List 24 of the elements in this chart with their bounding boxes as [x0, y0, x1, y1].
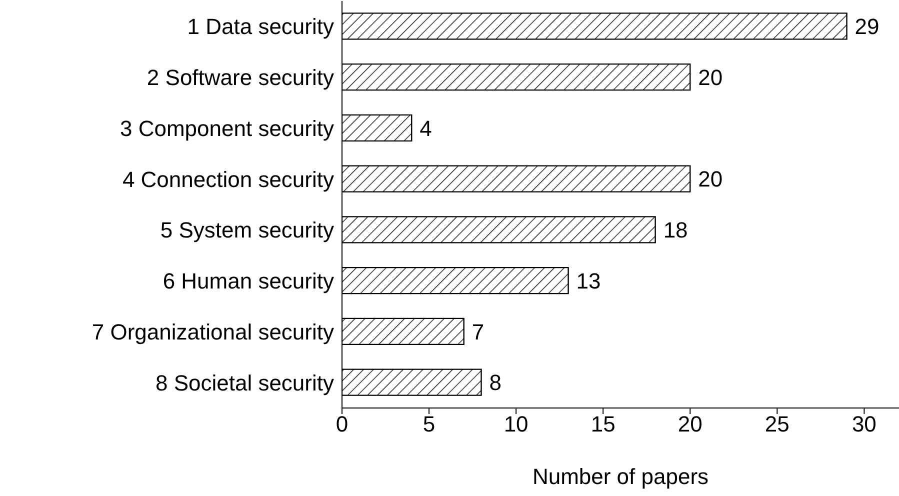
y-tick-label: 2 Software security — [146, 65, 334, 90]
x-tick-label: 0 — [336, 412, 348, 437]
data-label: 20 — [698, 166, 723, 192]
y-tick-label: 7 Organizational security — [92, 319, 334, 344]
x-tick-label: 25 — [764, 412, 790, 437]
data-label: 29 — [854, 14, 880, 40]
x-tick-label: 5 — [422, 412, 436, 437]
y-tick-label: 4 Connection security — [122, 166, 334, 192]
data-label: 13 — [576, 268, 601, 294]
x-tick-label: 30 — [852, 412, 876, 437]
x-tick-label: 20 — [678, 412, 702, 437]
x-axis-title: Number of papers — [532, 464, 709, 489]
x-tick-label: 10 — [504, 412, 528, 437]
data-label: 4 — [420, 116, 432, 141]
y-tick-label: 6 Human security — [162, 268, 334, 294]
data-label: 18 — [663, 218, 688, 243]
y-tick-label: 5 System security — [160, 218, 334, 243]
data-label: 8 — [489, 370, 502, 396]
x-tick-label: 15 — [590, 412, 616, 437]
data-label: 20 — [698, 64, 723, 90]
data-label: 7 — [472, 319, 484, 344]
y-tick-label: 1 Data security — [187, 14, 334, 40]
y-tick-label: 3 Component security — [120, 116, 334, 141]
y-tick-label: 8 Societal security — [155, 370, 334, 396]
